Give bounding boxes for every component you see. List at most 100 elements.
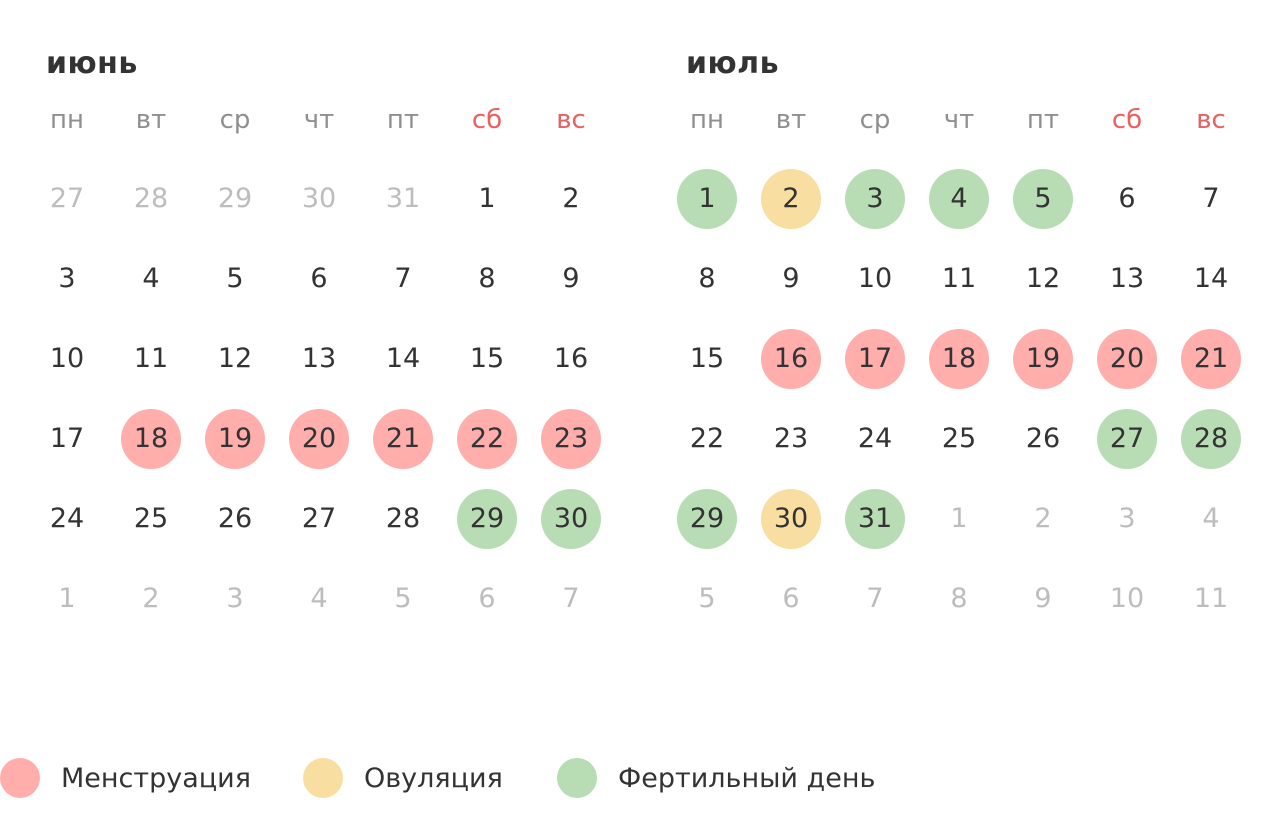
- day-cell-outside-month[interactable]: 5: [394, 583, 412, 614]
- day-cell-outside-month[interactable]: 7: [562, 583, 580, 614]
- day-cell-ovulation[interactable]: 2: [761, 169, 821, 229]
- day-cell[interactable]: 26: [1025, 423, 1061, 454]
- day-cell-outside-month[interactable]: 10: [1109, 583, 1145, 614]
- month-june: июнь пн вт ср чт пт сб вс 27 28 29 30 31 1 2 3 4 5 6 7 8 9 10…: [0, 0, 601, 640]
- day-cell[interactable]: 2: [562, 183, 580, 214]
- day-cell-outside-month[interactable]: 11: [1193, 583, 1229, 614]
- weekday-header: чт: [303, 105, 335, 135]
- day-cell[interactable]: 13: [301, 343, 337, 374]
- day-cell-menstruation[interactable]: 20: [1097, 329, 1157, 389]
- day-cell[interactable]: 16: [553, 343, 589, 374]
- weekday-header: пн: [690, 105, 724, 135]
- day-cell[interactable]: 7: [1202, 183, 1220, 214]
- day-cell[interactable]: 22: [689, 423, 725, 454]
- day-cell-ovulation[interactable]: 30: [761, 489, 821, 549]
- day-cell[interactable]: 5: [226, 263, 244, 294]
- day-cell[interactable]: 17: [49, 423, 85, 454]
- day-cell-menstruation[interactable]: 23: [541, 409, 601, 469]
- day-cell[interactable]: 8: [478, 263, 496, 294]
- day-cell-fertile[interactable]: 29: [457, 489, 517, 549]
- day-cell-fertile[interactable]: 5: [1013, 169, 1073, 229]
- legend-label: Овуляция: [364, 762, 503, 794]
- day-cell-outside-month[interactable]: 31: [385, 183, 421, 214]
- day-cell[interactable]: 9: [782, 263, 800, 294]
- day-cell[interactable]: 8: [698, 263, 716, 294]
- weekday-header: чт: [943, 105, 975, 135]
- ovulation-dot-icon: [303, 758, 343, 798]
- day-cell-fertile[interactable]: 4: [929, 169, 989, 229]
- day-cell-outside-month[interactable]: 1: [950, 503, 968, 534]
- day-cell-outside-month[interactable]: 4: [1202, 503, 1220, 534]
- day-cell-menstruation[interactable]: 20: [289, 409, 349, 469]
- day-cell[interactable]: 11: [133, 343, 169, 374]
- day-cell-outside-month[interactable]: 5: [698, 583, 716, 614]
- day-cell-outside-month[interactable]: 2: [1034, 503, 1052, 534]
- day-cell[interactable]: 9: [562, 263, 580, 294]
- day-cell[interactable]: 4: [142, 263, 160, 294]
- day-cell-outside-month[interactable]: 4: [310, 583, 328, 614]
- day-cell[interactable]: 6: [1118, 183, 1136, 214]
- day-cell-menstruation[interactable]: 22: [457, 409, 517, 469]
- day-cell-outside-month[interactable]: 6: [782, 583, 800, 614]
- day-cell-outside-month[interactable]: 1: [58, 583, 76, 614]
- day-cell-fertile[interactable]: 29: [677, 489, 737, 549]
- day-cell-fertile[interactable]: 31: [845, 489, 905, 549]
- legend-label: Фертильный день: [618, 762, 876, 794]
- day-cell-outside-month[interactable]: 7: [866, 583, 884, 614]
- weekday-header: сб: [471, 105, 503, 135]
- day-cell[interactable]: 28: [385, 503, 421, 534]
- legend: Менструация Овуляция Фертильный день: [0, 758, 1280, 798]
- day-cell[interactable]: 10: [857, 263, 893, 294]
- day-cell-outside-month[interactable]: 6: [478, 583, 496, 614]
- day-cell-outside-month[interactable]: 2: [142, 583, 160, 614]
- day-cell[interactable]: 13: [1109, 263, 1145, 294]
- day-cell-fertile[interactable]: 27: [1097, 409, 1157, 469]
- day-cell-menstruation[interactable]: 16: [761, 329, 821, 389]
- day-cell[interactable]: 11: [941, 263, 977, 294]
- day-cell-menstruation[interactable]: 19: [205, 409, 265, 469]
- day-cell-outside-month[interactable]: 3: [1118, 503, 1136, 534]
- day-cell[interactable]: 23: [773, 423, 809, 454]
- month-title: июнь: [46, 46, 138, 81]
- day-cell-fertile[interactable]: 1: [677, 169, 737, 229]
- day-cell-outside-month[interactable]: 28: [133, 183, 169, 214]
- day-cell-outside-month[interactable]: 27: [49, 183, 85, 214]
- day-cell-fertile[interactable]: 3: [845, 169, 905, 229]
- fertile-dot-icon: [557, 758, 597, 798]
- day-cell[interactable]: 10: [49, 343, 85, 374]
- day-cell[interactable]: 26: [217, 503, 253, 534]
- day-cell-outside-month[interactable]: 8: [950, 583, 968, 614]
- day-cell[interactable]: 24: [857, 423, 893, 454]
- day-cell[interactable]: 15: [469, 343, 505, 374]
- day-cell[interactable]: 3: [58, 263, 76, 294]
- day-cell[interactable]: 6: [310, 263, 328, 294]
- day-cell-fertile[interactable]: 28: [1181, 409, 1241, 469]
- day-cell[interactable]: 27: [301, 503, 337, 534]
- day-cell[interactable]: 14: [385, 343, 421, 374]
- day-cell-menstruation[interactable]: 18: [121, 409, 181, 469]
- day-cell-outside-month[interactable]: 30: [301, 183, 337, 214]
- day-cell[interactable]: 12: [217, 343, 253, 374]
- day-cell[interactable]: 15: [689, 343, 725, 374]
- day-cell[interactable]: 14: [1193, 263, 1229, 294]
- weekday-header: пт: [386, 105, 420, 135]
- day-cell-outside-month[interactable]: 9: [1034, 583, 1052, 614]
- day-cell-menstruation[interactable]: 18: [929, 329, 989, 389]
- day-cell-menstruation[interactable]: 21: [1181, 329, 1241, 389]
- day-cell-outside-month[interactable]: 3: [226, 583, 244, 614]
- day-cell[interactable]: 24: [49, 503, 85, 534]
- weekday-header: ср: [219, 105, 251, 135]
- day-cell-menstruation[interactable]: 19: [1013, 329, 1073, 389]
- day-cell[interactable]: 1: [478, 183, 496, 214]
- day-cell[interactable]: 25: [133, 503, 169, 534]
- day-cell-fertile[interactable]: 30: [541, 489, 601, 549]
- day-cell[interactable]: 25: [941, 423, 977, 454]
- weekday-header: пн: [50, 105, 84, 135]
- weekday-header: ср: [859, 105, 891, 135]
- day-cell[interactable]: 7: [394, 263, 412, 294]
- day-cell-menstruation[interactable]: 21: [373, 409, 433, 469]
- day-cell-menstruation[interactable]: 17: [845, 329, 905, 389]
- weekday-header: вт: [775, 105, 807, 135]
- day-cell-outside-month[interactable]: 29: [217, 183, 253, 214]
- day-cell[interactable]: 12: [1025, 263, 1061, 294]
